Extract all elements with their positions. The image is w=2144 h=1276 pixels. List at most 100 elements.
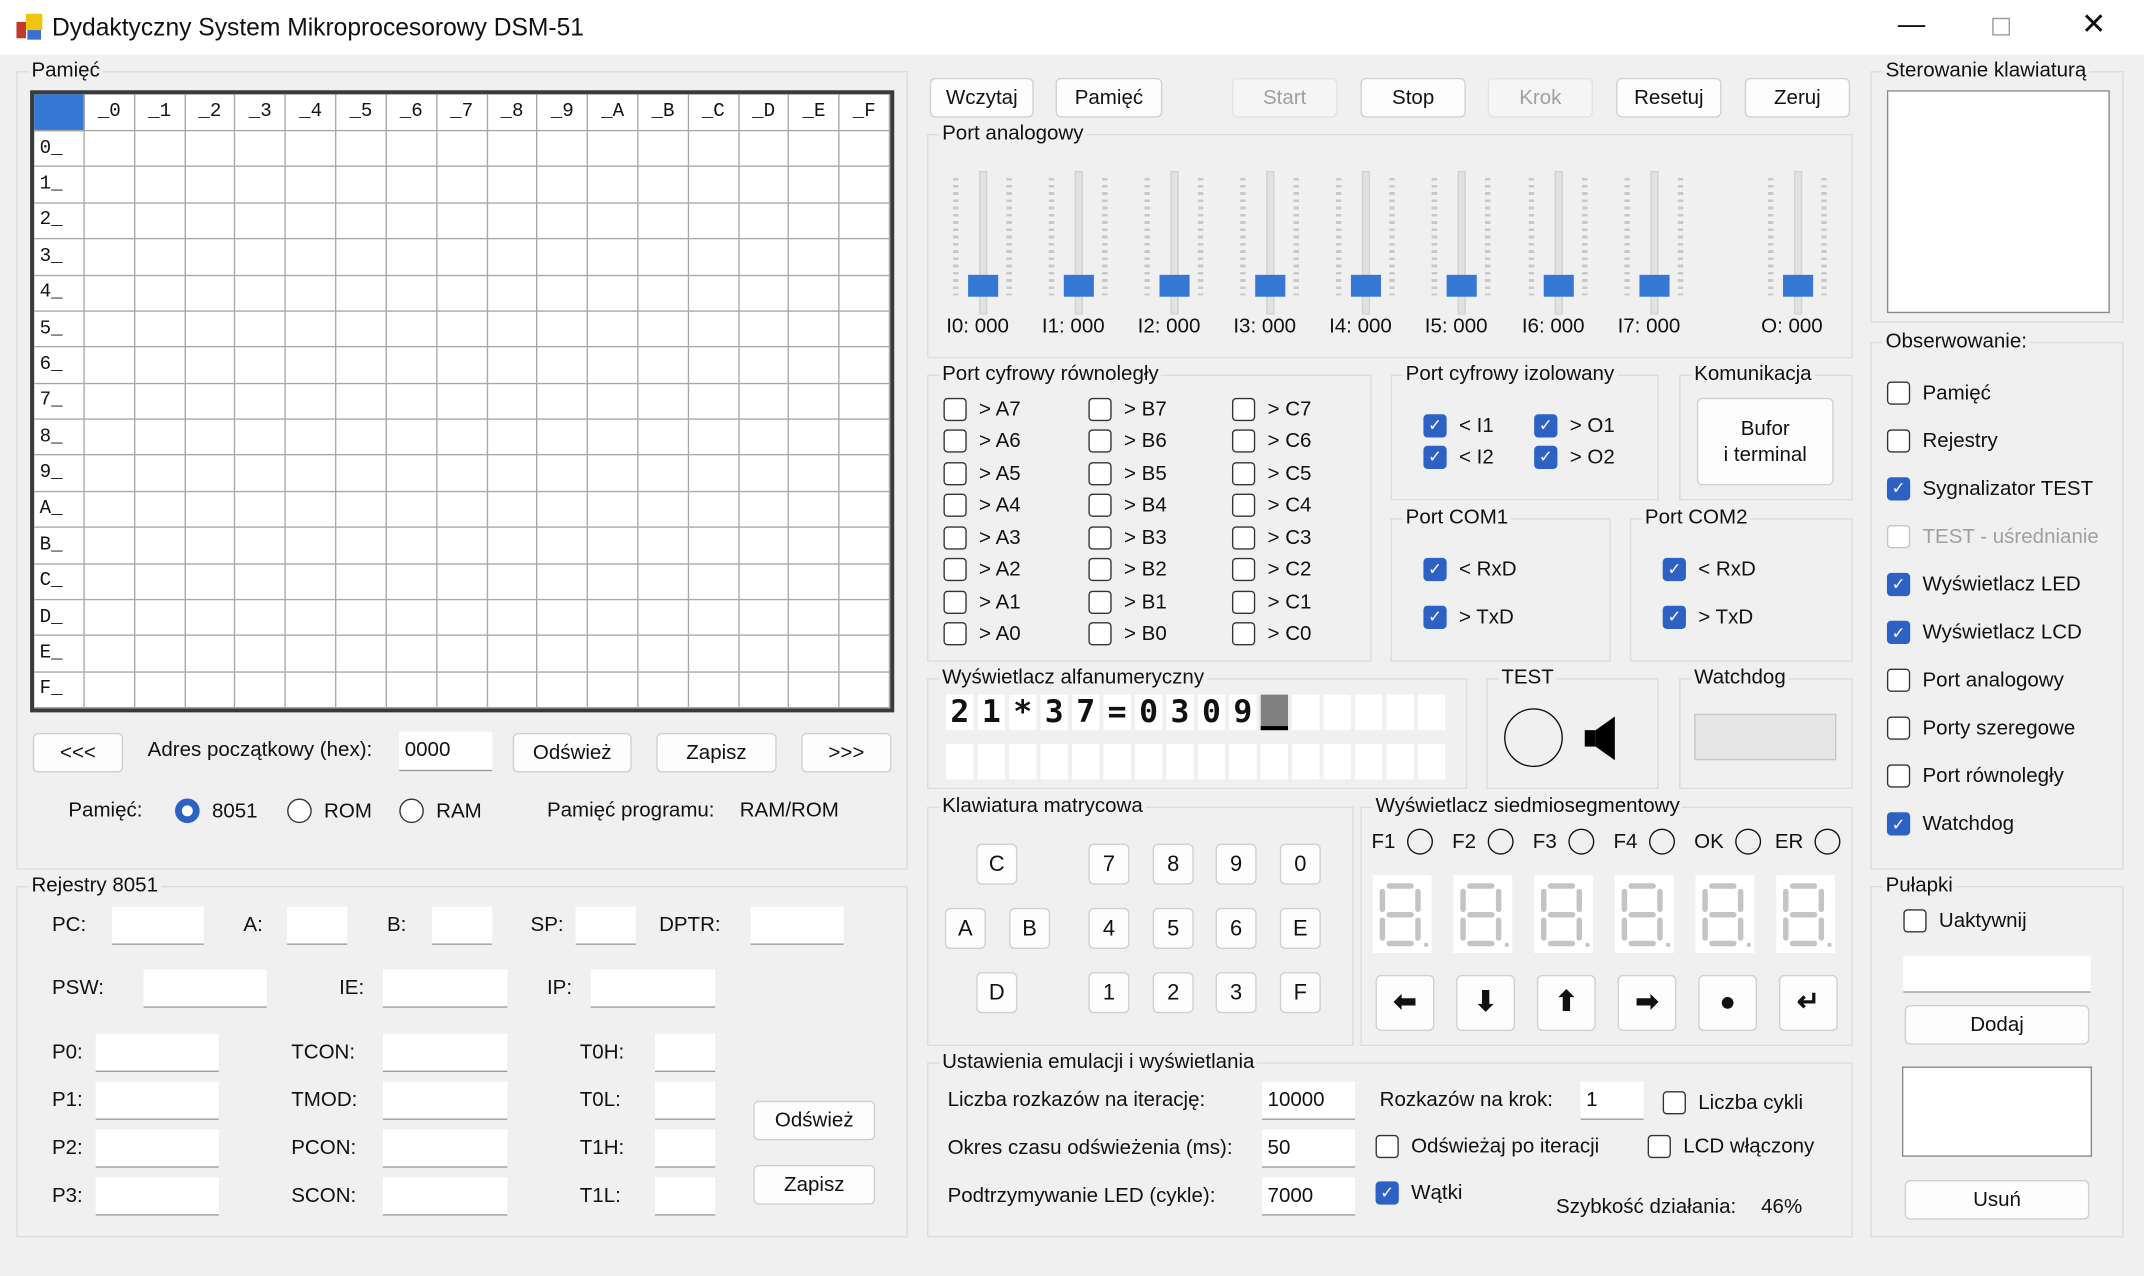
- keypad-key-8[interactable]: 8: [1152, 843, 1194, 885]
- memory-cell[interactable]: [386, 311, 438, 348]
- memory-cell[interactable]: [437, 347, 488, 384]
- slider-track[interactable]: [1554, 170, 1563, 315]
- memory-cell[interactable]: [437, 203, 488, 240]
- com1-rxd-checkbox[interactable]: ✓ < RxD: [1423, 555, 1517, 582]
- memory-cell[interactable]: [437, 636, 488, 673]
- refresh-after-iteration-checkbox[interactable]: Odświeżaj po iteracji: [1375, 1132, 1599, 1159]
- memory-cell[interactable]: [185, 455, 236, 492]
- memory-cell[interactable]: [235, 419, 287, 456]
- memory-cell[interactable]: [235, 527, 287, 565]
- register-p1-input[interactable]: [95, 1081, 219, 1120]
- memory-cell[interactable]: [537, 491, 589, 528]
- register-p0-input[interactable]: [95, 1033, 219, 1073]
- register-sp-input[interactable]: [575, 906, 636, 945]
- memory-cell[interactable]: [588, 167, 639, 204]
- memory-cell[interactable]: [386, 347, 438, 384]
- checkbox-icon[interactable]: [1231, 621, 1256, 645]
- memory-cell[interactable]: [839, 203, 891, 240]
- observe-checkbox[interactable]: Porty szeregowe: [1886, 715, 2075, 742]
- com2-rxd-checkbox[interactable]: ✓ < RxD: [1662, 555, 1756, 582]
- maximize-button[interactable]: [1992, 17, 2011, 36]
- memory-cell[interactable]: [84, 491, 136, 528]
- zeruj-button[interactable]: Zeruj: [1744, 77, 1851, 118]
- register-t0h-input[interactable]: [654, 1033, 716, 1073]
- memory-cell[interactable]: [638, 419, 689, 456]
- checkbox-icon[interactable]: [1088, 428, 1112, 452]
- memory-cell[interactable]: [235, 131, 287, 168]
- checkbox-icon[interactable]: [1088, 525, 1112, 549]
- memory-cell[interactable]: [185, 564, 236, 601]
- memory-cell[interactable]: [336, 419, 387, 456]
- memory-cell[interactable]: [286, 600, 337, 637]
- memory-cell[interactable]: [336, 131, 387, 168]
- keypad-key-4[interactable]: 4: [1088, 907, 1130, 949]
- memory-cell[interactable]: [789, 167, 840, 204]
- memory-cell[interactable]: [688, 527, 740, 565]
- buffer-terminal-button[interactable]: Bufor i terminal: [1696, 397, 1834, 486]
- memory-cell[interactable]: [84, 636, 136, 673]
- seven-seg-button-enter[interactable]: ↵: [1778, 974, 1838, 1031]
- seven-seg-button-arrow-right[interactable]: ➡: [1617, 974, 1677, 1031]
- resetuj-button[interactable]: Resetuj: [1616, 77, 1722, 118]
- memory-cell[interactable]: [135, 203, 186, 240]
- memory-cell[interactable]: [789, 347, 840, 384]
- memory-cell[interactable]: [185, 383, 236, 420]
- memory-cell[interactable]: [688, 203, 740, 240]
- memory-cell[interactable]: [185, 311, 236, 348]
- memory-cell[interactable]: [84, 564, 136, 601]
- memory-cell[interactable]: [537, 203, 589, 240]
- checkbox-icon[interactable]: [1231, 590, 1256, 614]
- memory-cell[interactable]: [588, 672, 639, 709]
- observe-checkbox[interactable]: Port równoległy: [1886, 763, 2064, 790]
- keypad-key-a[interactable]: A: [944, 907, 986, 949]
- checkbox-icon[interactable]: [1886, 668, 1911, 693]
- keypad-key-3[interactable]: 3: [1215, 972, 1257, 1014]
- checkbox-icon[interactable]: ✓: [1423, 413, 1447, 437]
- parallel-bit-checkbox[interactable]: > A5: [943, 459, 1021, 486]
- memory-cell[interactable]: [235, 636, 287, 673]
- memory-cell[interactable]: [185, 527, 236, 565]
- memory-cell[interactable]: [638, 167, 689, 204]
- checkbox-icon[interactable]: [1088, 492, 1112, 517]
- memory-cell[interactable]: [487, 275, 538, 312]
- memory-cell[interactable]: [437, 419, 488, 456]
- isolated-bit-checkbox[interactable]: ✓ > O1: [1534, 412, 1615, 439]
- checkbox-icon[interactable]: [943, 428, 967, 452]
- close-button[interactable]: ✕: [2081, 6, 2107, 42]
- register-tmod-input[interactable]: [382, 1081, 508, 1120]
- parallel-bit-checkbox[interactable]: > A7: [943, 395, 1021, 422]
- memory-cell[interactable]: [286, 636, 337, 673]
- memory-cell[interactable]: [839, 383, 891, 420]
- registers-refresh-button[interactable]: Odśwież: [753, 1100, 876, 1141]
- parallel-bit-checkbox[interactable]: > C4: [1231, 491, 1311, 518]
- memory-cell[interactable]: [386, 564, 438, 601]
- observe-checkbox[interactable]: Rejestry: [1886, 427, 1998, 454]
- memory-cell[interactable]: [487, 131, 538, 168]
- checkbox-icon[interactable]: [1088, 590, 1112, 614]
- memory-cell[interactable]: [739, 419, 790, 456]
- seven-seg-button-dot[interactable]: ●: [1698, 974, 1758, 1031]
- memory-cell[interactable]: [84, 600, 136, 637]
- memory-cell[interactable]: [537, 455, 589, 492]
- memory-cell[interactable]: [135, 275, 186, 312]
- memory-cell[interactable]: [84, 239, 136, 276]
- register-scon-input[interactable]: [382, 1177, 508, 1216]
- keypad-key-e[interactable]: E: [1279, 907, 1321, 949]
- observe-checkbox[interactable]: Pamięć: [1886, 379, 1991, 406]
- seven-seg-button-arrow-down[interactable]: ⬇: [1456, 974, 1516, 1031]
- memory-cell[interactable]: [235, 311, 287, 348]
- memory-cell[interactable]: [739, 239, 790, 276]
- memory-cell[interactable]: [638, 491, 689, 528]
- memory-cell[interactable]: [185, 203, 236, 240]
- memory-cell[interactable]: [286, 131, 337, 168]
- parallel-bit-checkbox[interactable]: > B1: [1088, 588, 1167, 615]
- radio-icon[interactable]: [175, 798, 200, 824]
- memory-cell[interactable]: [286, 311, 337, 348]
- checkbox-icon[interactable]: [1886, 380, 1911, 405]
- memory-cell[interactable]: [638, 600, 689, 637]
- memory-cell[interactable]: [588, 636, 639, 673]
- memory-cell[interactable]: [839, 491, 891, 528]
- slider-track[interactable]: [1361, 170, 1371, 315]
- memory-cell[interactable]: [839, 239, 891, 276]
- memory-cell[interactable]: [437, 131, 488, 168]
